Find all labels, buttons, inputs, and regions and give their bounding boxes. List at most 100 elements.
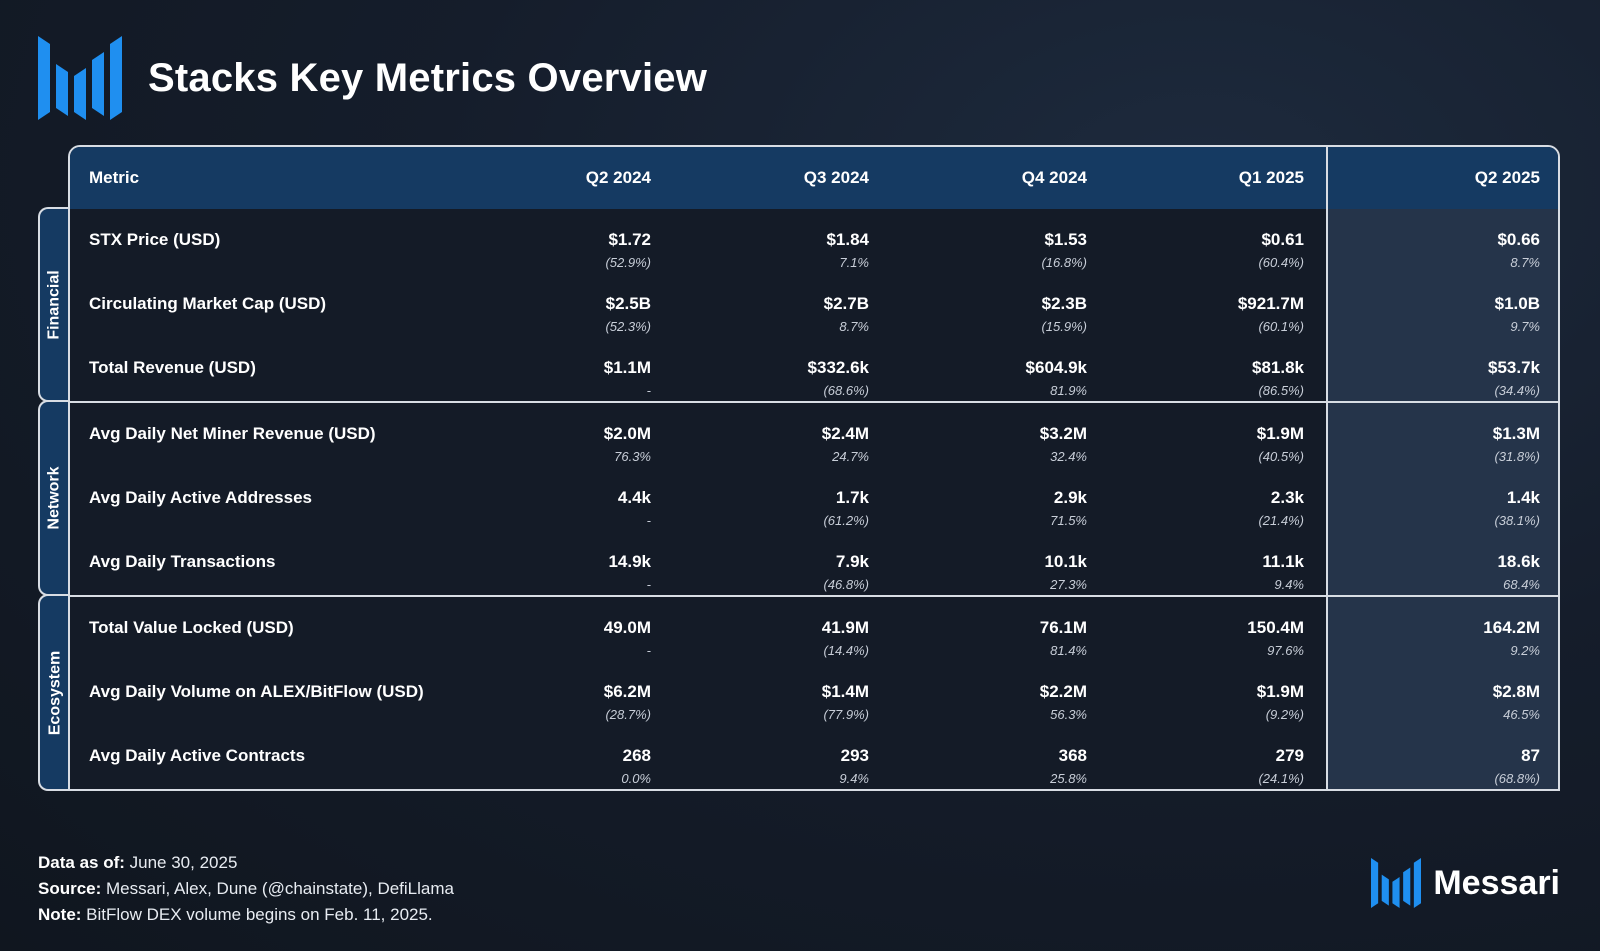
table-cell: $1.1M - — [455, 337, 673, 403]
cell-change: (24.1%) — [1258, 771, 1304, 786]
table-row: Avg Daily Transactions 14.9k - 7.9k (46.8%) 1… — [70, 531, 1558, 597]
table-row: Avg Daily Active Addresses 4.4k - 1.7k (61.2… — [70, 467, 1558, 531]
group-label-ecosystem: Ecosystem — [38, 594, 70, 791]
cell-change: (40.5%) — [1258, 449, 1304, 464]
table-cell: 164.2M 9.2% — [1326, 596, 1558, 661]
cell-value: $1.53 — [1044, 230, 1087, 249]
cell-change: (52.3%) — [605, 319, 651, 334]
cell-value: 268 — [622, 746, 651, 765]
metric-name: Avg Daily Active Addresses — [89, 488, 312, 507]
cell-change: 25.8% — [1050, 771, 1087, 786]
table-cell: $0.61 (60.4%) — [1109, 209, 1327, 273]
cell-value: $1.72 — [608, 230, 651, 249]
cell-value: 76.1M — [1039, 618, 1087, 637]
cell-change: 7.1% — [839, 255, 869, 270]
cell-value: $2.2M — [1039, 682, 1087, 701]
messari-logo-icon — [38, 36, 122, 120]
cell-change: - — [646, 383, 651, 398]
cell-value: $1.9M — [1256, 424, 1304, 443]
table-cell: $1.9M (9.2%) — [1109, 661, 1327, 725]
cell-change: (38.1%) — [1494, 513, 1540, 528]
cell-value: 4.4k — [617, 488, 651, 507]
cell-value: 49.0M — [603, 618, 651, 637]
table-row: Avg Daily Volume on ALEX/BitFlow (USD) $6… — [70, 661, 1558, 725]
cell-value: $0.66 — [1497, 230, 1540, 249]
cell-change: 9.2% — [1510, 643, 1540, 658]
cell-change: - — [646, 577, 651, 592]
cell-value: $1.84 — [826, 230, 869, 249]
cell-change: (77.9%) — [823, 707, 869, 722]
cell-value: $6.2M — [603, 682, 651, 701]
table-cell: $2.5B (52.3%) — [455, 273, 673, 337]
table-cell: $2.7B 8.7% — [673, 273, 891, 337]
cell-value: $604.9k — [1025, 358, 1087, 377]
cell-change: (86.5%) — [1258, 383, 1304, 398]
cell-value: 7.9k — [835, 552, 869, 571]
table-cell: 150.4M 97.6% — [1109, 596, 1327, 661]
table-cell: $1.4M (77.9%) — [673, 661, 891, 725]
cell-change: 27.3% — [1050, 577, 1087, 592]
cell-change: 0.0% — [621, 771, 651, 786]
cell-value: $2.3B — [1041, 294, 1087, 313]
cell-value: $53.7k — [1488, 358, 1540, 377]
brand-name: Messari — [1433, 863, 1560, 902]
cell-value: 10.1k — [1044, 552, 1087, 571]
cell-value: $2.0M — [603, 424, 651, 443]
cell-change: (61.2%) — [823, 513, 869, 528]
cell-value: 18.6k — [1497, 552, 1540, 571]
table-cell: 268 0.0% — [455, 725, 673, 789]
table-cell: $1.72 (52.9%) — [455, 209, 673, 273]
table-cell: 368 25.8% — [891, 725, 1109, 789]
column-header: Q3 2024 — [803, 168, 869, 187]
cell-value: $2.8M — [1492, 682, 1540, 701]
table-header-row: Metric Q2 2024 Q3 2024 Q4 2024 Q1 2025 Q… — [70, 147, 1558, 209]
cell-change: 71.5% — [1050, 513, 1087, 528]
table-row: Avg Daily Net Miner Revenue (USD) $2.0M 76… — [70, 402, 1558, 467]
cell-value: 368 — [1058, 746, 1087, 765]
table-cell: 279 (24.1%) — [1109, 725, 1327, 789]
cell-value: $2.5B — [605, 294, 651, 313]
table-row: Total Revenue (USD) $1.1M - $332.6k (68.6%) $… — [70, 337, 1558, 403]
table-cell: 49.0M - — [455, 596, 673, 661]
cell-change: (68.6%) — [823, 383, 869, 398]
cell-value: 164.2M — [1483, 618, 1540, 637]
metric-name: Total Value Locked (USD) — [89, 618, 294, 637]
table-cell: 2.3k (21.4%) — [1109, 467, 1327, 531]
table-cell: 1.4k (38.1%) — [1326, 467, 1558, 531]
cell-value: 14.9k — [608, 552, 651, 571]
table-cell: $921.7M (60.1%) — [1109, 273, 1327, 337]
table-cell: $1.9M (40.5%) — [1109, 402, 1327, 467]
column-header: Q4 2024 — [1021, 168, 1087, 187]
cell-change: 81.9% — [1050, 383, 1087, 398]
table-cell: $1.53 (16.8%) — [891, 209, 1109, 273]
cell-change: 81.4% — [1050, 643, 1087, 658]
table-cell: $2.8M 46.5% — [1326, 661, 1558, 725]
page-title: Stacks Key Metrics Overview — [148, 55, 708, 100]
table-cell: $1.84 7.1% — [673, 209, 891, 273]
cell-value: 2.9k — [1053, 488, 1087, 507]
cell-change: 76.3% — [614, 449, 651, 464]
cell-value: $1.3M — [1492, 424, 1540, 443]
cell-value: $1.0B — [1494, 294, 1540, 313]
cell-change: 24.7% — [832, 449, 869, 464]
table-cell: 7.9k (46.8%) — [673, 531, 891, 597]
table-cell: $6.2M (28.7%) — [455, 661, 673, 725]
table-cell: $3.2M 32.4% — [891, 402, 1109, 467]
cell-change: (52.9%) — [605, 255, 651, 270]
cell-value: 1.4k — [1506, 488, 1540, 507]
table-row: Avg Daily Active Contracts 268 0.0% 293 9.4%… — [70, 725, 1558, 789]
cell-change: (60.4%) — [1258, 255, 1304, 270]
cell-change: (31.8%) — [1494, 449, 1540, 464]
cell-change: (28.7%) — [605, 707, 651, 722]
column-header: Metric — [89, 168, 140, 187]
table-cell: $2.4M 24.7% — [673, 402, 891, 467]
table-row: Total Value Locked (USD) 49.0M - 41.9M (14.4… — [70, 596, 1558, 661]
table-cell: 1.7k (61.2%) — [673, 467, 891, 531]
metric-name: Avg Daily Active Contracts — [89, 746, 306, 765]
cell-change: (60.1%) — [1258, 319, 1304, 334]
cell-value: $3.2M — [1039, 424, 1087, 443]
cell-change: (34.4%) — [1494, 383, 1540, 398]
cell-change: 9.4% — [1274, 577, 1304, 592]
cell-change: - — [646, 513, 651, 528]
table-cell: 14.9k - — [455, 531, 673, 597]
